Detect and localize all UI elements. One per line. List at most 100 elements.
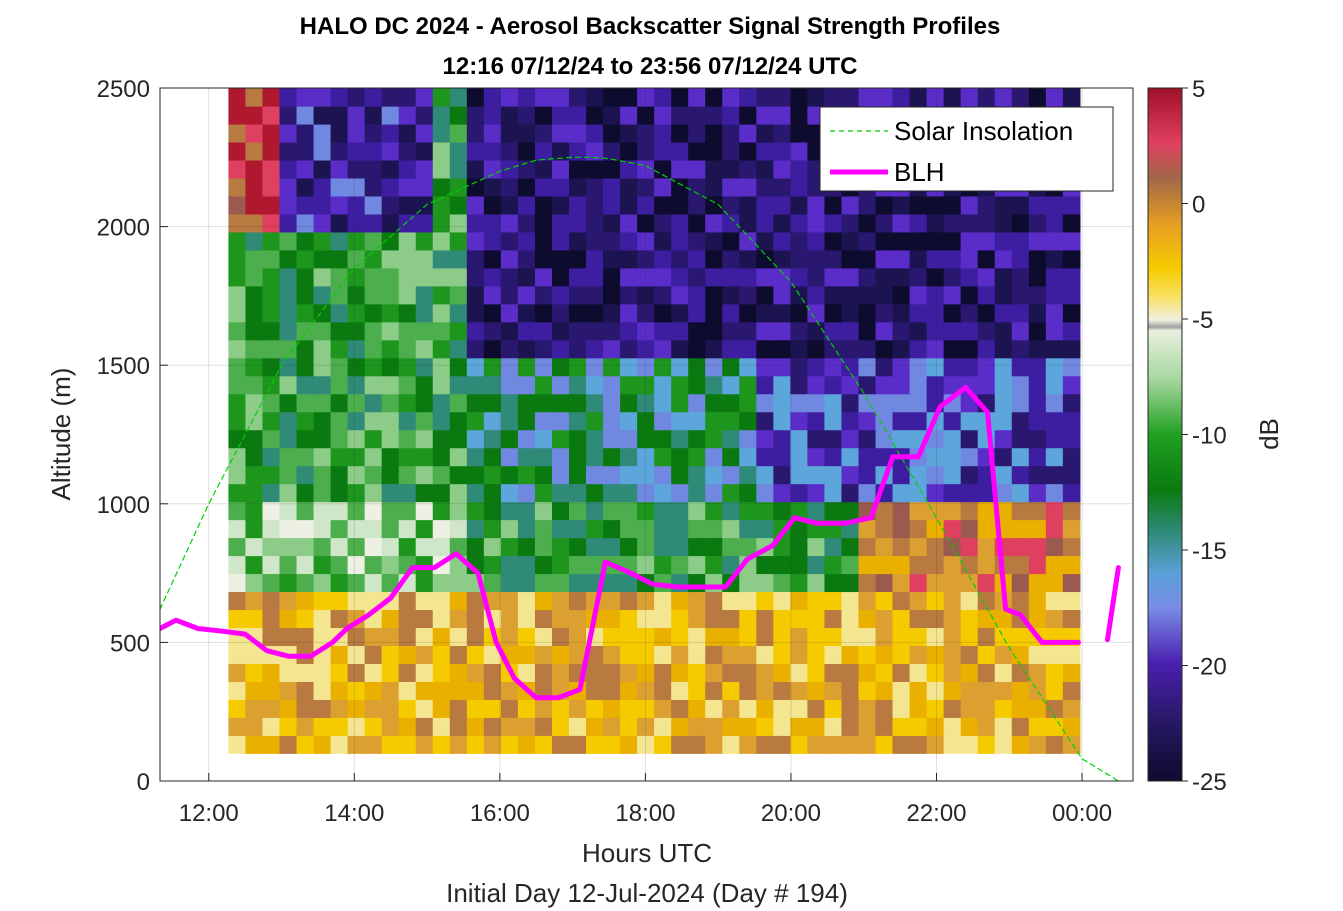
heatmap-cell [892, 393, 911, 413]
heatmap-cell [1011, 537, 1030, 557]
heatmap-cell [586, 285, 604, 305]
heatmap-cell [568, 573, 587, 593]
heatmap-cell [483, 573, 502, 593]
heatmap-cell [722, 88, 740, 107]
heatmap-cell [875, 213, 894, 233]
heatmap-cell [245, 88, 264, 107]
heatmap-cell [739, 627, 757, 646]
heatmap-cell [790, 681, 809, 700]
heatmap-cell [960, 303, 979, 323]
heatmap-cell [824, 447, 843, 467]
heatmap-cell [262, 735, 281, 754]
heatmap-cell [756, 321, 774, 341]
heatmap-cell [705, 88, 723, 107]
heatmap-cell [551, 465, 570, 485]
heatmap-cell [449, 393, 468, 413]
heatmap-cell [466, 501, 485, 521]
heatmap-cell [262, 303, 281, 323]
heatmap-cell [500, 357, 519, 377]
heatmap-cell [637, 393, 655, 413]
heatmap-cell [347, 303, 366, 323]
heatmap-cell [381, 609, 400, 629]
heatmap-cell [483, 645, 502, 664]
heatmap-cell [705, 105, 723, 125]
colorbar-tick-label: -15 [1192, 538, 1227, 565]
heatmap-cell [551, 231, 570, 251]
heatmap-cell [671, 447, 689, 467]
heatmap-cell [603, 339, 621, 359]
heatmap-cell [637, 123, 655, 143]
heatmap-cell [773, 447, 791, 467]
heatmap-cell [620, 213, 638, 233]
heatmap-cell [620, 573, 638, 593]
heatmap-cell [807, 465, 826, 485]
heatmap-cell [330, 501, 349, 521]
heatmap-cell [739, 717, 757, 736]
heatmap-cell [739, 285, 757, 305]
heatmap-cell [756, 105, 774, 125]
heatmap-cell [756, 627, 774, 646]
heatmap-cell [568, 645, 587, 664]
heatmap-cell [875, 627, 894, 646]
heatmap-cell [977, 717, 996, 736]
plot-frame [159, 87, 1134, 782]
heatmap-cell [466, 267, 485, 287]
heatmap-cell [245, 321, 264, 341]
heatmap-cell [364, 681, 383, 700]
blh-line [1105, 565, 1121, 643]
heatmap-cell [432, 249, 451, 269]
heatmap-cell [551, 195, 570, 215]
heatmap-cell [637, 159, 655, 179]
heatmap-cell [1011, 339, 1030, 359]
heatmap-cell [756, 393, 774, 413]
heatmap-cell [824, 735, 843, 754]
heatmap-cell [500, 627, 519, 646]
heatmap-cell [364, 321, 383, 341]
heatmap-cell [483, 88, 502, 107]
heatmap-cell [500, 501, 519, 521]
heatmap-cell [313, 681, 332, 700]
heatmap-cell [875, 357, 894, 377]
heatmap-cell [381, 483, 400, 503]
heatmap-cell [960, 735, 979, 754]
heatmap-cell [603, 159, 621, 179]
heatmap-cell [773, 249, 791, 269]
heatmap-cell [824, 573, 843, 593]
heatmap-cell [466, 357, 485, 377]
heatmap-cell [483, 483, 502, 503]
heatmap-cell [1062, 663, 1081, 682]
heatmap-cell [245, 735, 264, 754]
heatmap-cell [296, 627, 315, 646]
heatmap-cell [398, 537, 417, 557]
heatmap-cell [637, 501, 655, 521]
heatmap-cell [722, 123, 740, 143]
heatmap-cell [245, 357, 264, 377]
heatmap-cell [279, 105, 298, 125]
heatmap-cell [517, 249, 536, 269]
heatmap-cell [824, 285, 843, 305]
heatmap-cell [603, 123, 621, 143]
heatmap-cell [449, 411, 468, 431]
heatmap-cell [313, 213, 332, 233]
heatmap-cell [1011, 321, 1030, 341]
heatmap-cell [500, 303, 519, 323]
heatmap-cell [858, 465, 877, 485]
heatmap-cell [449, 519, 468, 539]
heatmap-cell [483, 375, 502, 395]
heatmap-cell [943, 231, 962, 251]
heatmap-cell [347, 465, 366, 485]
heatmap-cell [381, 555, 400, 575]
heatmap-cell [943, 501, 962, 521]
heatmap-cell [398, 339, 417, 359]
heatmap-cell [1062, 699, 1081, 718]
heatmap-cell [517, 699, 536, 718]
heatmap-cell [858, 735, 877, 754]
heatmap-cell [296, 321, 315, 341]
heatmap-cell [739, 339, 757, 359]
heatmap-cell [1011, 267, 1030, 287]
heatmap-cell [568, 141, 587, 161]
colorbar [1147, 87, 1183, 782]
heatmap-cell [620, 88, 638, 107]
heatmap-cell [449, 465, 468, 485]
heatmap-cell [1028, 303, 1047, 323]
